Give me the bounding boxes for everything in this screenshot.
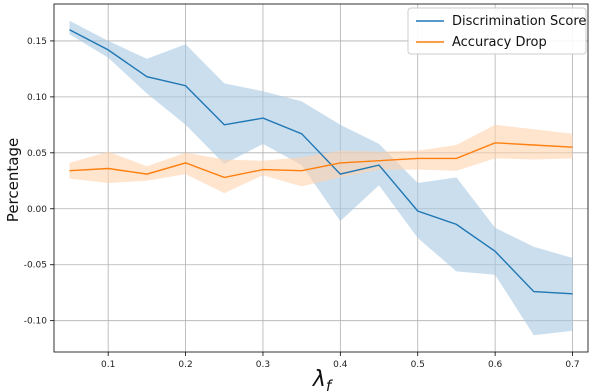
y-tick-label: 0.05 — [27, 149, 47, 159]
x-tick-label: 0.7 — [565, 360, 579, 370]
x-axis-label-main: λ — [312, 367, 326, 392]
x-tick-label: 0.2 — [178, 360, 192, 370]
axis-ticks: 0.1 0.2 0.3 0.4 0.5 0.6 0.7 -0.10 -0.05 0.00 0.05 0… — [24, 37, 580, 370]
legend-box — [407, 7, 587, 55]
legend-label-discrimination: Discrimination Score — [452, 14, 586, 29]
line-series-0 — [69, 29, 573, 295]
x-tick-label: 0.1 — [101, 360, 115, 370]
legend: Discrimination Score Accuracy Drop — [407, 7, 587, 55]
x-axis-label: λf — [312, 367, 334, 392]
y-tick-label: -0.05 — [24, 261, 47, 271]
legend-label-accuracy: Accuracy Drop — [452, 35, 547, 50]
x-tick-label: 0.4 — [333, 360, 348, 370]
series-lines — [69, 29, 573, 295]
band-series-1 — [69, 124, 573, 194]
confidence-bands — [69, 20, 573, 336]
x-axis-label-subscript: f — [326, 377, 334, 392]
x-tick-label: 0.5 — [411, 360, 425, 370]
y-tick-label: 0.10 — [27, 93, 47, 103]
x-tick-label: 0.3 — [256, 360, 270, 370]
y-tick-label: 0.15 — [27, 37, 47, 47]
line-series-1 — [69, 142, 573, 179]
x-tick-label: 0.6 — [488, 360, 503, 370]
y-axis-label: Percentage — [4, 138, 22, 222]
y-tick-label: -0.10 — [24, 317, 48, 327]
plot-area-frame — [53, 3, 589, 353]
y-tick-label: 0.00 — [27, 205, 47, 215]
